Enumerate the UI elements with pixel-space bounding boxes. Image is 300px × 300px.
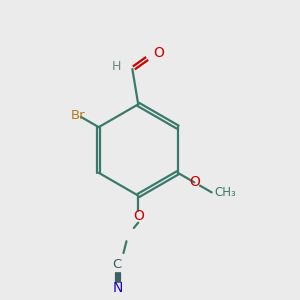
Text: H: H bbox=[112, 60, 121, 73]
Text: O: O bbox=[189, 175, 200, 189]
Text: CH₃: CH₃ bbox=[214, 186, 236, 199]
Text: C: C bbox=[112, 258, 122, 271]
Text: N: N bbox=[112, 281, 123, 295]
Text: Br: Br bbox=[70, 109, 85, 122]
Text: O: O bbox=[153, 46, 164, 60]
Text: O: O bbox=[133, 209, 144, 223]
